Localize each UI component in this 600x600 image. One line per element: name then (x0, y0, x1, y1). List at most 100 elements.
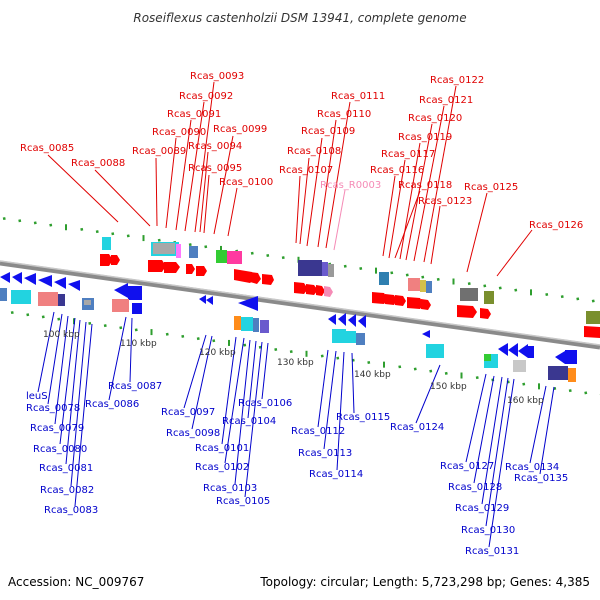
gene-label: Rcas_0125 (464, 182, 518, 193)
gene-label: Rcas_0114 (309, 469, 363, 480)
leader-line (430, 205, 441, 265)
leader-line (175, 119, 192, 231)
leader-line (227, 187, 238, 237)
gene-feature (379, 272, 389, 285)
leader-line (496, 229, 533, 277)
gene-label: Rcas_0106 (238, 398, 292, 409)
tick-mark (444, 371, 448, 375)
tick-mark (498, 286, 502, 290)
gene-arrow (114, 283, 128, 298)
gene-label: Rcas_0080 (33, 444, 87, 455)
tick-mark (2, 217, 6, 221)
leader-line (70, 321, 87, 487)
gene-feature (58, 294, 65, 306)
leader-line (325, 101, 351, 249)
leader-line (94, 169, 151, 227)
gene-arrow (421, 299, 431, 310)
gene-arrow (238, 296, 258, 311)
leader-line (465, 373, 487, 463)
gene-arrow (498, 343, 508, 356)
gene-label: Rcas_0111 (331, 91, 385, 102)
gene-arrow (262, 274, 274, 285)
gene-label: Rcas_0129 (455, 503, 509, 514)
gene-label: Rcas_0127 (440, 461, 494, 472)
gene-arrow (0, 272, 10, 283)
gene-arrow (54, 277, 66, 289)
gene-label: Rcas_0093 (190, 71, 244, 82)
top-gene-labels: Rcas_0085 Rcas_0088 Rcas_0089 Rcas_0090 … (20, 71, 583, 231)
gene-label: Rcas_0118 (398, 180, 452, 191)
gene-label: Rcas_0108 (287, 146, 341, 157)
tick-mark (157, 238, 161, 242)
gene-label: Rcas_0126 (529, 220, 583, 231)
gene-arrow (338, 313, 346, 326)
gene-label: leuS (26, 391, 48, 402)
gene-label: Rcas_0079 (30, 423, 84, 434)
tick-mark (359, 266, 363, 270)
gene-arrow (372, 292, 388, 304)
leader-line (488, 378, 515, 548)
map-title: Roseiflexus castenholzii DSM 13941, comp… (133, 11, 466, 25)
gene-feature (11, 290, 31, 304)
gene-feature (260, 320, 269, 333)
gene-arrow (584, 326, 600, 338)
gene-label: Rcas_0083 (44, 505, 98, 516)
leader-line (466, 192, 488, 273)
tick-tracks (2, 217, 600, 396)
leader-line (481, 376, 503, 505)
tick-mark (289, 350, 293, 354)
gene-label: Rcas_0119 (398, 132, 452, 143)
gene-label: Rcas_0089 (132, 146, 186, 157)
gene-feature (346, 331, 356, 343)
leader-line (423, 85, 457, 263)
gene-label: Rcas_0105 (216, 496, 270, 507)
gene-arrow (324, 286, 333, 297)
gene-label: Rcas_0121 (419, 95, 473, 106)
gene-label: Rcas_0098 (166, 428, 220, 439)
tick-mark (522, 382, 526, 386)
gene-arrow (348, 314, 356, 327)
leader-line (388, 159, 406, 259)
leader-line (351, 352, 355, 414)
gene-label: Rcas_0131 (465, 546, 519, 557)
leader-line (191, 335, 213, 430)
gene-label: Rcas_0128 (448, 482, 502, 493)
gene-feature (38, 292, 58, 306)
tick-mark (274, 347, 278, 351)
tick-mark (553, 387, 557, 391)
kbp-label: 100 kbp (43, 330, 80, 340)
gene-label: Rcas_0086 (85, 399, 139, 410)
gene-feature (332, 329, 346, 343)
gene-arrow (508, 343, 518, 357)
gene-label: Rcas_0120 (408, 113, 462, 124)
gene-label: Rcas_0117 (381, 149, 435, 160)
leader-line (74, 323, 93, 507)
tick-mark (165, 332, 169, 336)
tick-mark (250, 251, 254, 255)
gene-arrow (250, 272, 261, 284)
tick-mark (95, 230, 99, 234)
gene-label: Rcas_0094 (188, 141, 242, 152)
tick-mark (506, 380, 510, 384)
tick-mark (413, 367, 417, 371)
gene-feature (565, 350, 577, 364)
gene-label: Rcas_0091 (167, 109, 221, 120)
leader-line (485, 377, 509, 527)
gene-feature (484, 354, 491, 361)
gene-label: Rcas_0112 (291, 426, 345, 437)
gene-arrow (316, 285, 325, 296)
leader-line (47, 313, 63, 405)
gene-arrow (518, 344, 528, 358)
gene-label: Rcas_0122 (430, 75, 484, 86)
gene-feature (568, 368, 576, 382)
gene-label: Rcas_0102 (195, 462, 249, 473)
tick-mark (258, 345, 262, 349)
kbp-label: 140 kbp (354, 370, 391, 380)
gene-label: Rcas_0124 (390, 422, 444, 433)
tick-mark (134, 328, 138, 332)
leader-lines (37, 81, 555, 548)
leader-line (54, 315, 69, 425)
gene-feature (322, 262, 328, 276)
gene-feature (112, 299, 129, 312)
leader-line (37, 311, 55, 393)
